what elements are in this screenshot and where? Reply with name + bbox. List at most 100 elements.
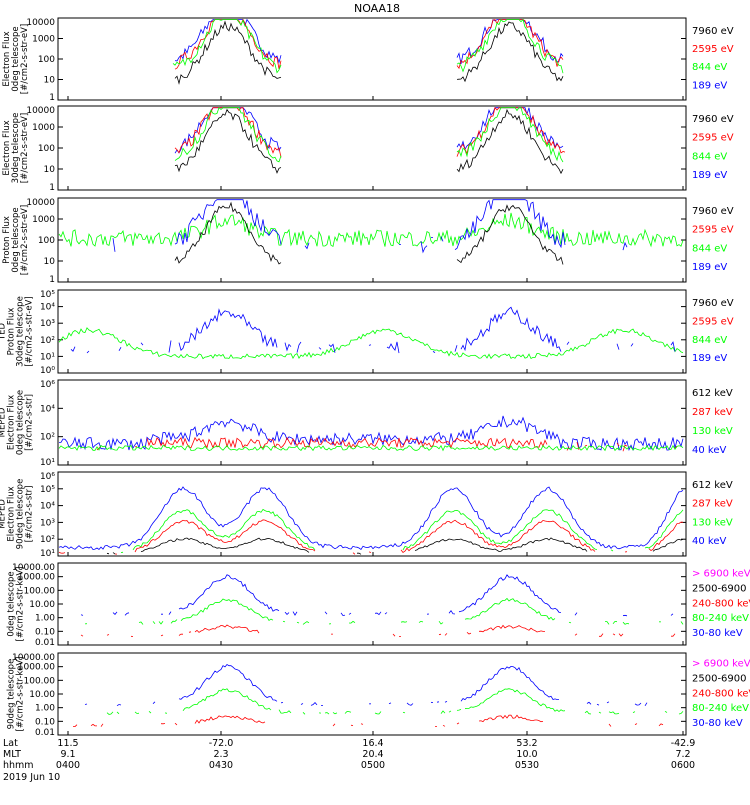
series-trace-844ev [173, 20, 633, 74]
x-tick-lat: -72.0 [209, 738, 234, 749]
series-trace-40kev [59, 416, 683, 450]
x-tick-hhmm: 0500 [361, 760, 385, 771]
legend-entry: 287 keV [692, 499, 733, 510]
legend-entry: > 6900 keV [692, 658, 750, 669]
x-tick-mlt: 10.0 [516, 749, 537, 760]
y-tick-label: 0.10 [35, 627, 55, 637]
legend-entry: 287 keV [692, 407, 733, 418]
legend-entry: 7960 eV [692, 114, 734, 125]
series-trace-7960ev [175, 22, 601, 84]
x-row-label: MLT [3, 749, 21, 760]
data-traces [59, 416, 683, 451]
y-tick-label: 1000 [32, 35, 55, 45]
y-tick-label: 10³ [40, 518, 55, 528]
panel-8: 10000.001000.00100.0010.001.000.100.0190… [7, 653, 750, 738]
y-axis-label: [#/cm2-s-str-eV] [20, 113, 30, 183]
legend-entry: 2500-6900 [692, 673, 747, 684]
data-traces [81, 575, 683, 637]
y-tick-label: 10 [44, 76, 56, 86]
series-trace-240-800kev [81, 625, 681, 637]
y-axis-label: [#/cm2-s-str] [25, 394, 35, 451]
data-traces [73, 665, 683, 727]
legend-entry: 40 keV [692, 445, 726, 456]
y-tick-label: 10000 [26, 18, 55, 28]
y-tick-label: 10000 [26, 106, 55, 116]
y-tick-label: 1 [49, 93, 55, 103]
y-tick-label: 10⁴ [40, 303, 55, 313]
legend-entry: 844 eV [692, 151, 727, 162]
legend-entry: > 6900 keV [692, 568, 750, 579]
legend-entry: 240-800 keV [692, 688, 750, 699]
y-tick-label: 1 [49, 275, 55, 285]
y-axis-label: [#/cm2-s-str] [25, 486, 35, 543]
x-tick-mlt: 7.2 [675, 749, 690, 760]
y-tick-label: 10⁶ [40, 472, 55, 482]
y-tick-label: 100 [38, 55, 55, 65]
y-tick-label: 10 [44, 257, 56, 267]
y-axis-label: [#/cm2-s-str-eV] [20, 205, 30, 275]
legend-entry: 2595 eV [692, 225, 734, 236]
x-tick-hhmm: 0400 [56, 760, 80, 771]
y-tick-label: 10 [44, 165, 56, 175]
legend-entry: 2500-6900 [692, 583, 747, 594]
y-tick-label: 10¹ [40, 549, 55, 559]
series-trace-7960ev [175, 110, 567, 176]
legend-entry: 612 keV [692, 388, 733, 399]
panel-frame [58, 18, 686, 100]
legend-entry: 2595 eV [692, 316, 734, 327]
x-tick-hhmm: 0430 [209, 760, 233, 771]
data-traces [173, 20, 683, 84]
series-trace-30-80kev [85, 665, 669, 706]
y-tick-label: 100.00 [24, 586, 56, 596]
x-tick-lat: 11.5 [57, 738, 78, 749]
legend-entry: 240-800 keV [692, 598, 750, 609]
x-tick-hhmm: 0530 [515, 760, 539, 771]
legend-entry: 40 keV [692, 536, 726, 547]
legend-entry: 30-80 keV [692, 628, 743, 639]
y-tick-label: 10² [40, 535, 55, 545]
y-tick-label: 1 [49, 183, 55, 193]
y-tick-label: 1000 [32, 215, 55, 225]
y-axis-label: [#/cm2-s-str-keV] [16, 567, 26, 642]
series-trace-2595ev [175, 20, 683, 70]
panel-frame [58, 563, 686, 645]
y-tick-label: 1000 [32, 123, 55, 133]
y-tick-label: 10⁵ [40, 485, 55, 495]
panel-frame [58, 106, 686, 190]
y-tick-label: 0.10 [35, 717, 55, 727]
y-tick-label: 10.00 [29, 600, 55, 610]
y-tick-label: 10⁵ [40, 290, 55, 300]
series-trace-612kev [107, 538, 683, 554]
x-tick-mlt: 20.4 [362, 749, 383, 760]
y-tick-label: 10¹ [40, 352, 55, 362]
series-trace-189ev [113, 200, 661, 252]
series-trace-844ev [59, 328, 683, 359]
y-tick-label: 10000 [26, 198, 55, 208]
legend-entry: 844 eV [692, 62, 727, 73]
y-tick-label: 10³ [40, 319, 55, 329]
y-tick-label: 100.00 [24, 676, 56, 686]
legend-entry: 189 eV [692, 262, 727, 273]
series-trace-80-240kev [85, 599, 683, 625]
y-tick-label: 10⁴ [40, 404, 55, 414]
series-trace-30-80kev [81, 575, 681, 616]
y-tick-label: 0.01 [35, 638, 55, 648]
y-tick-label: 10.00 [29, 690, 55, 700]
y-tick-label: 0.01 [35, 728, 55, 738]
y-axis-label: [#/cm2-s-str-eV] [20, 24, 30, 94]
data-traces [59, 487, 683, 554]
data-traces [175, 108, 683, 176]
x-tick-mlt: 2.3 [213, 749, 228, 760]
chart-title: NOAA18 [354, 2, 400, 15]
legend-entry: 80-240 keV [692, 703, 749, 714]
